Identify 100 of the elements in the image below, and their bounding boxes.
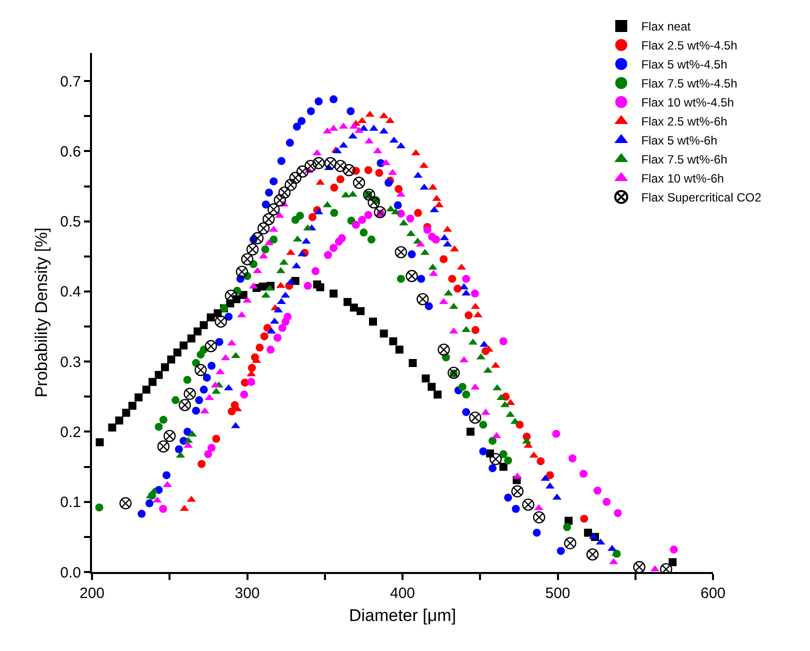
y-axis-title: Probability Density [%] — [32, 227, 52, 398]
point — [157, 440, 170, 453]
point — [266, 346, 275, 354]
point — [184, 388, 196, 400]
point — [278, 186, 291, 199]
y-tick-label: 0.6 — [60, 143, 81, 160]
point — [434, 390, 442, 399]
point — [466, 428, 474, 436]
legend-label: Flax 10 wt%-6h — [641, 172, 724, 186]
point — [172, 396, 180, 404]
point — [364, 166, 372, 174]
point — [394, 201, 402, 210]
legend-label: Flax 2.5 wt%-4.5h — [641, 38, 738, 53]
point — [138, 510, 146, 518]
point — [324, 250, 332, 259]
point — [304, 282, 312, 290]
point — [145, 499, 154, 508]
point — [360, 228, 368, 237]
point — [202, 374, 211, 382]
point — [96, 438, 104, 446]
point — [440, 255, 448, 264]
point — [164, 430, 176, 442]
point — [462, 274, 470, 283]
point — [352, 220, 360, 229]
point — [247, 378, 256, 386]
x-tick-label: 200 — [79, 585, 105, 602]
legend-label: Flax 5 wt%-6h — [641, 134, 718, 148]
point — [374, 206, 386, 218]
y-tick-label: 0.5 — [60, 214, 81, 231]
point — [274, 334, 282, 342]
point — [338, 234, 346, 242]
point — [224, 312, 233, 321]
point — [251, 232, 264, 244]
point — [536, 457, 545, 466]
point — [142, 386, 150, 394]
point — [108, 424, 116, 432]
point — [633, 560, 646, 572]
point — [122, 408, 130, 417]
point — [148, 378, 157, 386]
point — [580, 514, 588, 523]
point — [174, 445, 183, 454]
point — [396, 274, 405, 283]
point — [198, 460, 206, 468]
point — [159, 416, 168, 424]
point — [200, 321, 208, 330]
y-tick-label: 0.4 — [60, 284, 81, 301]
point — [408, 250, 416, 258]
point — [236, 266, 248, 278]
point — [115, 416, 124, 425]
point — [192, 406, 200, 415]
y-tick-label: 0.3 — [60, 354, 81, 371]
point — [423, 226, 432, 234]
point — [408, 359, 417, 367]
point — [584, 528, 592, 537]
point — [268, 203, 280, 216]
point — [278, 324, 286, 332]
point — [154, 370, 163, 379]
x-axis-title: Diameter [μm] — [348, 606, 456, 625]
point — [464, 311, 473, 320]
point — [264, 188, 273, 197]
point — [416, 293, 429, 306]
point — [215, 338, 224, 346]
point — [128, 402, 136, 410]
point — [286, 138, 294, 147]
point — [668, 558, 677, 566]
point — [256, 344, 264, 352]
y-tick-label: 0.1 — [60, 494, 81, 512]
point — [499, 462, 508, 471]
point — [454, 284, 462, 293]
point — [212, 434, 220, 443]
point — [546, 471, 554, 480]
point — [208, 362, 216, 370]
point — [289, 172, 302, 184]
point — [448, 274, 456, 283]
point — [336, 175, 344, 184]
point — [284, 178, 297, 191]
point — [568, 454, 576, 462]
point — [312, 157, 325, 170]
point — [406, 270, 418, 282]
point — [167, 355, 176, 364]
point — [380, 330, 388, 338]
point — [504, 494, 512, 502]
point — [499, 450, 508, 458]
point — [504, 456, 512, 464]
point — [258, 282, 267, 291]
point — [308, 213, 316, 222]
point — [414, 208, 422, 217]
point — [178, 398, 191, 412]
point — [479, 447, 488, 456]
point — [119, 497, 132, 510]
point — [406, 214, 414, 223]
point — [488, 464, 497, 472]
point — [367, 236, 376, 244]
point — [488, 436, 497, 445]
point — [511, 485, 524, 498]
point — [417, 274, 426, 283]
point — [204, 450, 212, 458]
point — [352, 176, 366, 189]
point — [363, 188, 376, 201]
point — [173, 348, 182, 356]
